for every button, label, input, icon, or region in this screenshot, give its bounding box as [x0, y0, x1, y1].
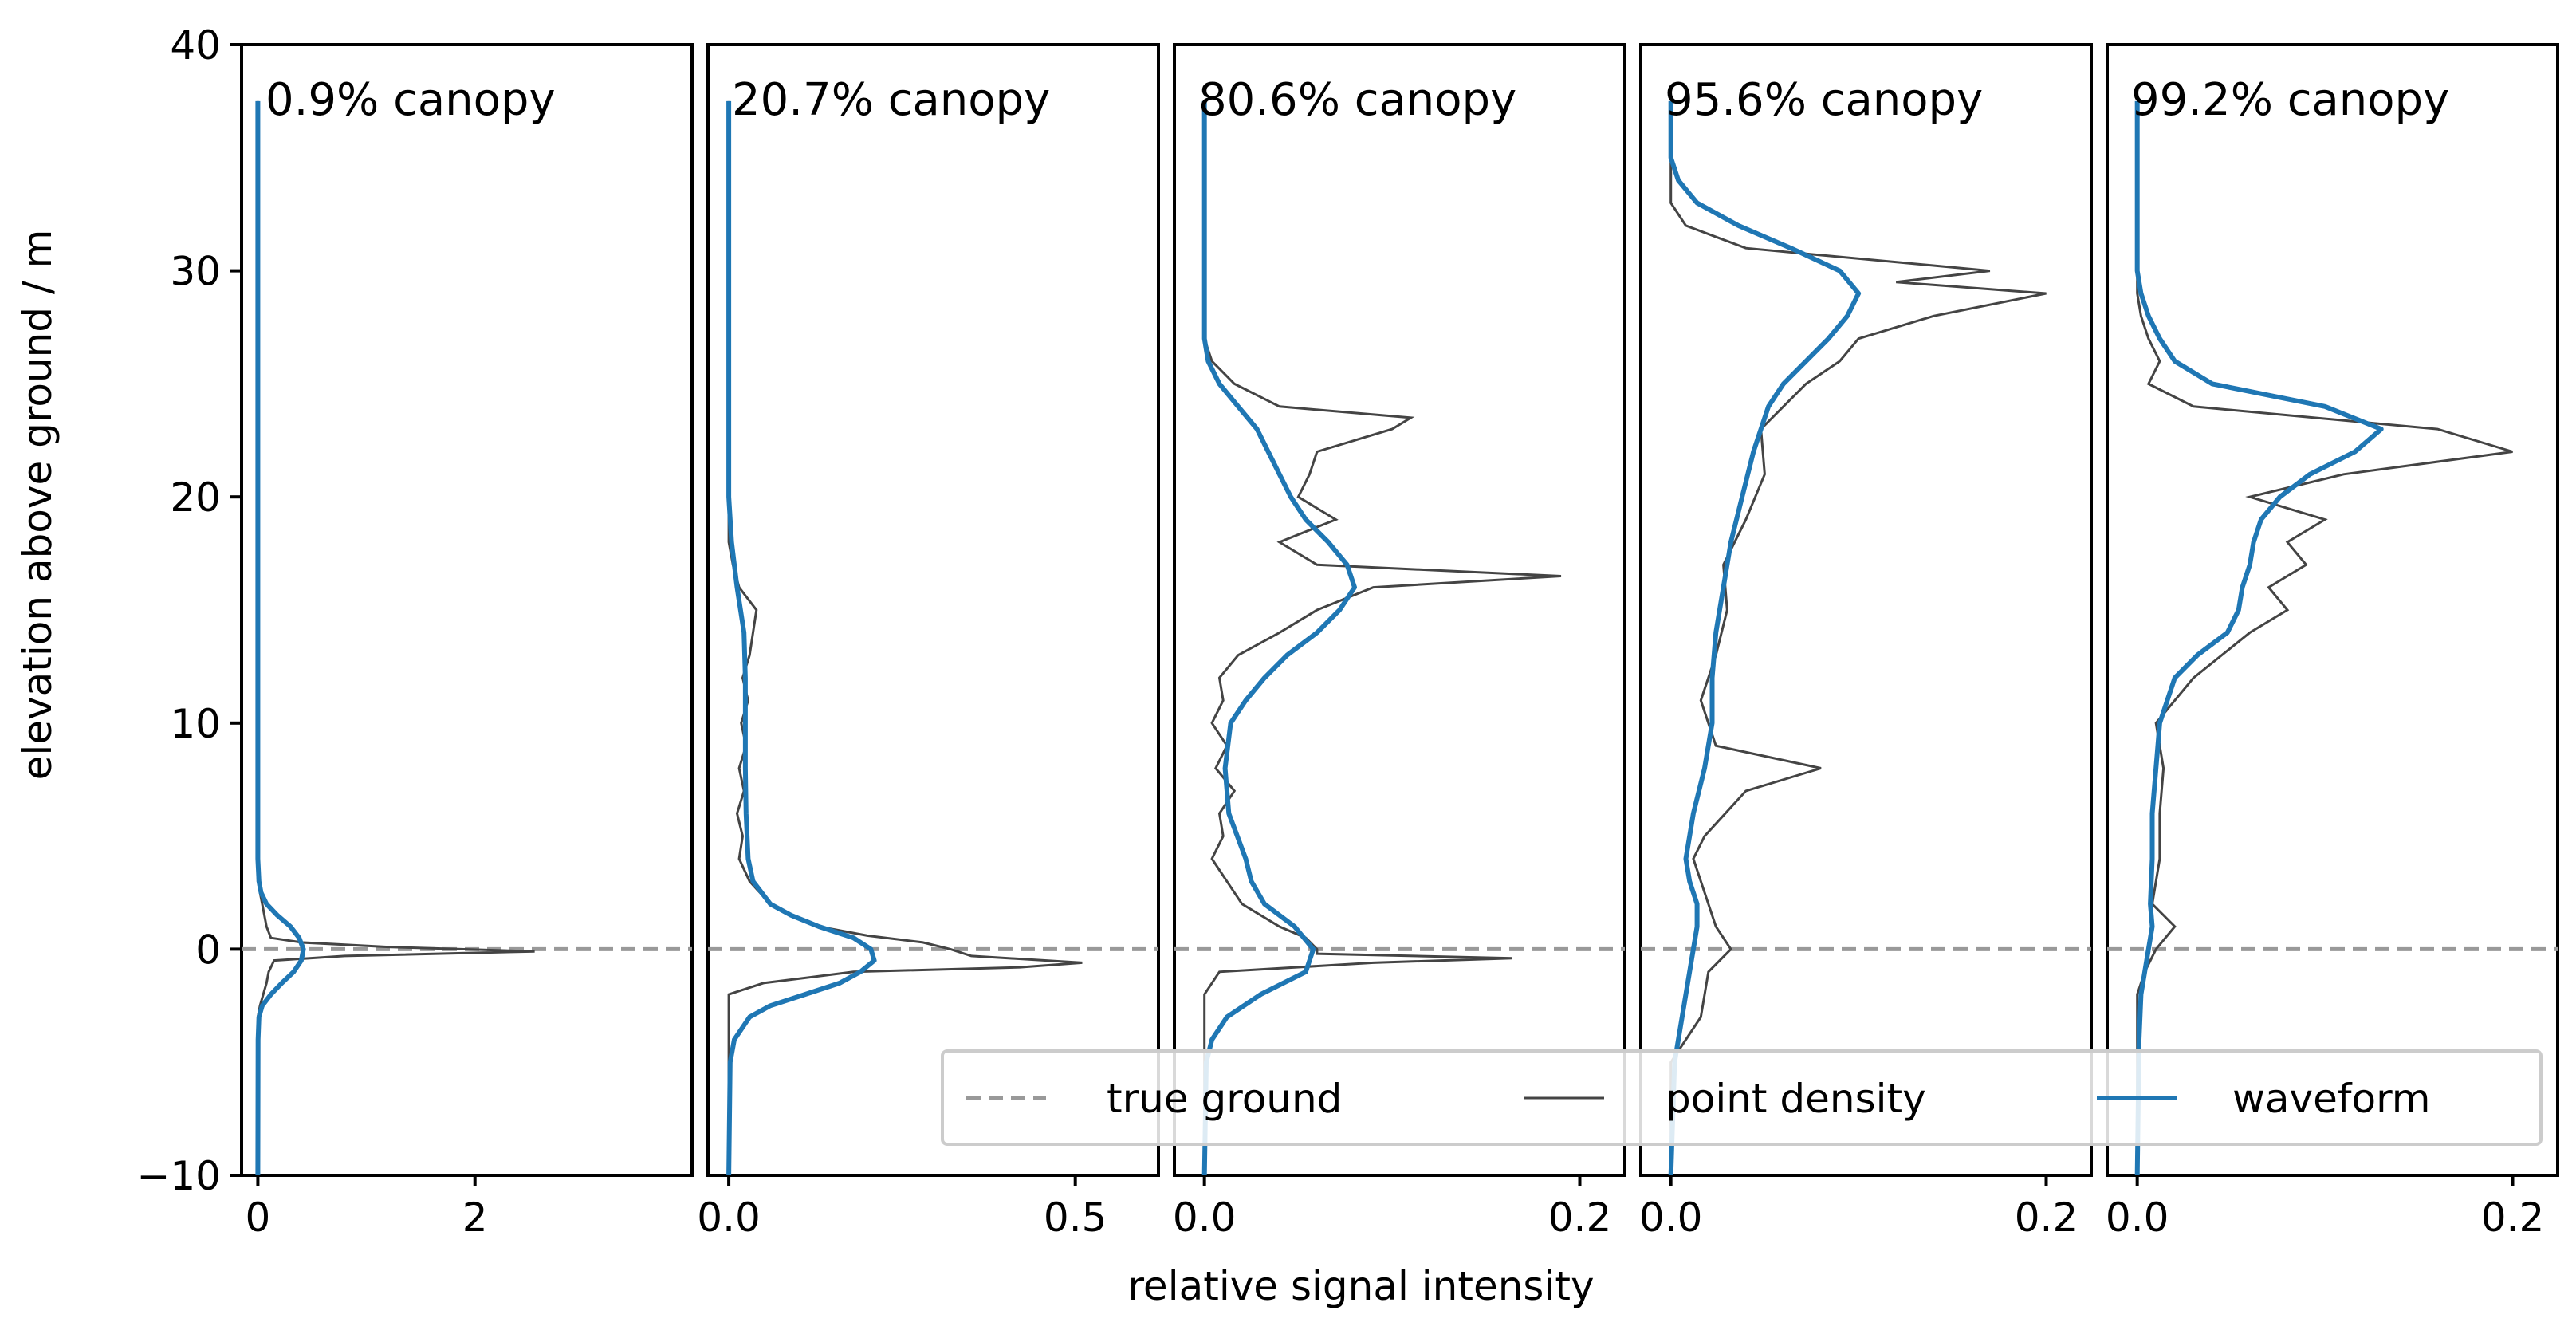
panel-4-xtick-label-2: 0.2	[2015, 1194, 2078, 1241]
panel-2-label: 20.7% canopy	[732, 74, 1050, 126]
panel-3-xtick-label-1: 0.0	[1173, 1194, 1237, 1241]
ytick-label-3: 10	[170, 701, 221, 747]
panel-4-xtick-label-1: 0.0	[1639, 1194, 1703, 1241]
panel-2-point-density-line	[727, 100, 1083, 1175]
panel-5-xtick-label-1: 0.0	[2106, 1194, 2169, 1241]
panel-5-frame	[2106, 43, 2559, 1177]
panel-4-waveform-line	[1668, 100, 1862, 1176]
panel-2: 20.7% canopy 0.0 0.5	[697, 43, 1160, 1241]
x-axis-label: relative signal intensity	[1127, 1263, 1594, 1309]
ytick-label-5: 30	[170, 249, 221, 295]
panel-3-label: 80.6% canopy	[1198, 74, 1516, 126]
panel-3-frame	[1173, 43, 1626, 1177]
ytick-label-6: 40	[170, 22, 221, 69]
panel-1-waveform-line	[255, 100, 306, 1176]
panel-2-xtick-label-2: 0.5	[1044, 1194, 1107, 1241]
panel-1-frame	[240, 43, 694, 1177]
panel-1: 0.9% canopy 0 2 −10 0 10 20 30 40	[136, 22, 694, 1241]
panel-5-waveform-line	[2134, 100, 2384, 1176]
panel-5-point-density-line	[2136, 100, 2513, 1175]
ytick-label-1: −10	[136, 1153, 221, 1199]
panel-5: 99.2% canopy 0.0 0.2	[2106, 43, 2559, 1241]
ytick-label-4: 20	[170, 474, 221, 521]
legend: true ground point density waveform	[941, 1049, 2543, 1146]
legend-frame	[941, 1049, 2543, 1146]
panel-4-label: 95.6% canopy	[1665, 74, 1983, 126]
panel-5-label: 99.2% canopy	[2131, 74, 2449, 126]
panel-2-xtick-label-1: 0.0	[697, 1194, 761, 1241]
panels-layer: 0.9% canopy 0 2 −10 0 10 20 30 40 20.7% canopy 0.0…	[136, 22, 2559, 1241]
legend-label-point-density: point density	[1666, 1076, 1926, 1122]
panel-5-xtick-label-2: 0.2	[2481, 1194, 2545, 1241]
legend-label-waveform: waveform	[2232, 1076, 2430, 1122]
panel-4-frame	[1639, 43, 2093, 1177]
panel-3-xtick-label-2: 0.2	[1548, 1194, 1612, 1241]
legend-label-true-ground: true ground	[1107, 1076, 1342, 1122]
panel-1-label: 0.9% canopy	[265, 74, 556, 126]
y-axis-label: elevation above ground / m	[14, 230, 61, 781]
panel-1-xtick-label-2: 2	[462, 1194, 488, 1241]
panel-2-waveform-line	[726, 100, 877, 1176]
panel-1-xtick-label-1: 0	[246, 1194, 271, 1241]
panel-3-waveform-line	[1201, 100, 1357, 1176]
panel-1-point-density-line	[256, 100, 535, 1175]
panel-2-frame	[706, 43, 1160, 1177]
ytick-label-2: 0	[195, 927, 221, 973]
panel-3-point-density-line	[1203, 100, 1562, 1175]
panel-4: 95.6% canopy 0.0 0.2	[1639, 43, 2093, 1241]
panel-3: 80.6% canopy 0.0 0.2	[1173, 43, 1626, 1241]
